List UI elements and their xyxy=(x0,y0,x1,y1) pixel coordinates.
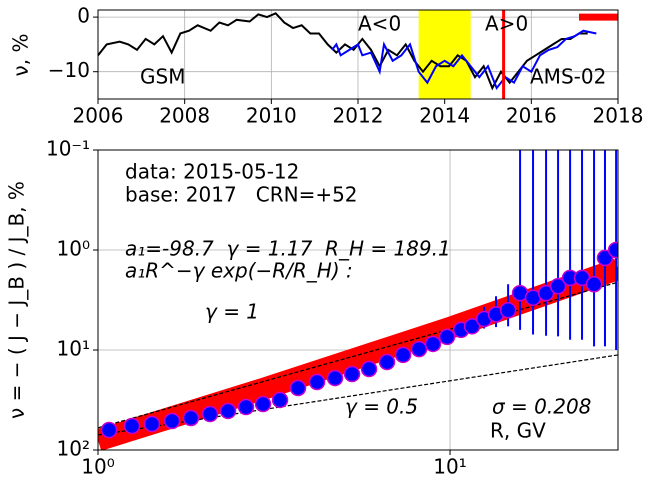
x-tick-label: 2018 xyxy=(593,104,644,128)
point xyxy=(308,373,326,391)
x-tick-label: 2010 xyxy=(246,104,297,128)
y-tick-label: 10² xyxy=(57,437,90,461)
annotation: a₁R^−γ exp(−R/R_H) : xyxy=(125,259,353,283)
point xyxy=(585,275,603,293)
point xyxy=(537,284,555,302)
y-axis-label: ν, % xyxy=(9,34,33,77)
y-tick-label: 10⁰ xyxy=(57,237,90,261)
x-tick-label: 10¹ xyxy=(433,455,466,479)
annotation: base: 2017 CRN=+52 xyxy=(125,183,358,207)
annotation: A<0 xyxy=(358,12,401,36)
point xyxy=(499,301,517,319)
point xyxy=(607,241,618,259)
y-tick-label: −10 xyxy=(48,58,90,82)
series-line xyxy=(98,12,588,91)
x-axis-label: R, GV xyxy=(490,419,546,443)
point xyxy=(378,353,396,371)
y-tick-label: 10⁻¹ xyxy=(46,137,90,161)
y-axis-label: ν = − ( J − J_B ) / J_B, % xyxy=(5,181,29,419)
point xyxy=(182,409,200,427)
x-tick-label: 2008 xyxy=(159,104,210,128)
point xyxy=(123,417,141,435)
annotation: σ = 0.208 xyxy=(492,395,591,419)
point xyxy=(271,391,289,409)
plot-frame xyxy=(97,9,619,100)
point xyxy=(596,249,614,267)
point xyxy=(163,412,181,430)
point xyxy=(201,405,219,423)
point xyxy=(549,277,567,295)
point xyxy=(237,398,255,416)
point xyxy=(100,421,118,439)
point xyxy=(463,318,481,335)
series-line xyxy=(331,29,597,91)
y-tick-label: 0 xyxy=(77,4,90,28)
point xyxy=(410,340,428,358)
point xyxy=(360,360,378,378)
x-tick-label: 2014 xyxy=(419,104,470,128)
x-tick-label: 2006 xyxy=(73,104,124,128)
plot-area xyxy=(98,10,618,99)
point xyxy=(219,402,237,420)
plot-area xyxy=(98,150,618,450)
x-tick-label: 10⁰ xyxy=(81,455,114,479)
x-tick-label: 2016 xyxy=(506,104,557,128)
annotation: data: 2015-05-12 xyxy=(125,160,299,184)
series-label: AMS-02 xyxy=(530,65,606,89)
span xyxy=(418,10,471,99)
point xyxy=(343,365,361,383)
annotation: a₁=-98.7 γ = 1.17 R_H = 189.1 xyxy=(125,237,451,261)
point xyxy=(424,335,442,353)
x-tick-label: 2012 xyxy=(333,104,384,128)
annotation: γ = 0.5 xyxy=(345,395,418,419)
y-tick-label: 10¹ xyxy=(57,337,90,361)
series-label: GSM xyxy=(140,65,185,89)
point xyxy=(326,369,344,387)
point xyxy=(289,379,307,397)
annotation: A>0 xyxy=(485,12,528,36)
point xyxy=(438,328,456,346)
point xyxy=(394,346,412,364)
point xyxy=(254,395,272,413)
annotation: γ = 1 xyxy=(205,300,259,324)
plot-frame xyxy=(97,149,619,451)
point xyxy=(143,415,161,433)
